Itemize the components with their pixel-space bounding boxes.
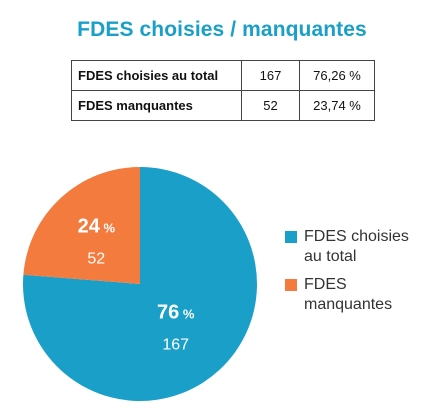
slice-count-label: 52: [87, 251, 105, 268]
legend-label-line: FDES: [304, 276, 347, 293]
slice-percent-label: 24 %: [78, 216, 116, 238]
row-label: FDES manquantes: [71, 90, 242, 121]
chart-title: FDES choisies / manquantes: [77, 18, 367, 41]
legend-swatch-chosen: [285, 231, 297, 243]
row-label: FDES choisies au total: [71, 60, 242, 91]
chart-legend: FDES choisies au total FDES manquantes: [285, 227, 435, 323]
pie-chart: 76 % 167 24 % 52: [22, 167, 257, 401]
legend-item-missing: FDES manquantes: [285, 275, 435, 315]
pie-slice-chosen: [22, 167, 257, 401]
summary-table: FDES choisies au total 167 76,26 % FDES …: [71, 60, 375, 121]
table-row: FDES choisies au total 167 76,26 %: [71, 60, 375, 91]
row-count: 52: [241, 90, 300, 121]
pie-slice-missing: [23, 167, 140, 284]
legend-label-line: FDES choisies: [304, 228, 409, 245]
row-percent: 76,26 %: [299, 60, 375, 91]
row-percent: 23,74 %: [299, 90, 375, 121]
legend-label-line: manquantes: [304, 296, 393, 313]
legend-label-line: au total: [304, 248, 357, 265]
table-row: FDES manquantes 52 23,74 %: [71, 90, 375, 121]
slice-count-label: 167: [162, 337, 189, 354]
slice-percent-label: 76 %: [157, 302, 195, 324]
row-count: 167: [241, 60, 300, 91]
legend-item-chosen: FDES choisies au total: [285, 227, 435, 267]
legend-swatch-missing: [285, 279, 297, 291]
